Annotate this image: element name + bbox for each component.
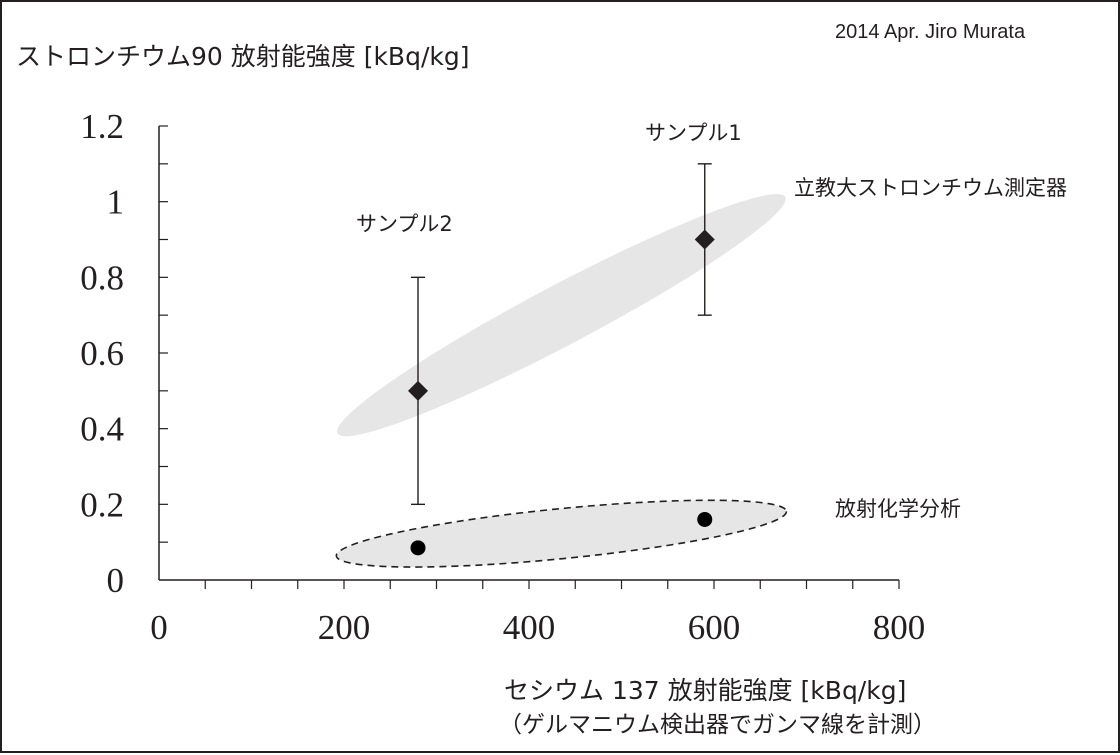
annotation-sample-1: サンプル1 [645,121,742,145]
diamond-point [694,229,715,250]
group-ellipses [335,194,788,568]
credit-label: 2014 Apr. Jiro Murata [835,21,1026,43]
y-tick-label: 1 [107,183,125,222]
annotation-sample-2: サンプル2 [356,212,453,236]
circle-point [697,511,713,527]
x-tick-label: 800 [873,608,926,647]
x-tick-label: 400 [503,608,556,647]
y-tick-label: 0.2 [80,485,124,524]
data-points [408,229,715,556]
x-axis-label: セシウム 137 放射能強度 [kBq/kg] [504,676,906,705]
x-axis-sublabel: （ゲルマニウム検出器でガンマ線を計測） [499,712,936,738]
series-label-1: 放射化学分析 [835,497,961,521]
y-tick-label: 0 [107,561,125,600]
x-tick-label: 200 [318,608,371,647]
y-tick-label: 0.4 [80,410,124,449]
y-tick-label: 0.6 [80,334,124,373]
series-label-0: 立教大ストロンチウム測定器 [794,176,1067,200]
series-ellipse-0 [337,194,786,437]
y-axis-label: ストロンチウム90 放射能強度 [kBq/kg] [16,42,469,71]
circle-point [410,540,426,556]
series-ellipse-1 [335,499,788,568]
y-tick-label: 1.2 [80,107,124,146]
x-tick-label: 600 [688,608,741,647]
tick-labels: 0 200 400 600 800 0 0.2 0.4 0.6 0.8 1 1.2 [80,107,925,647]
diamond-point [408,380,428,401]
axes [158,125,900,589]
y-tick-label: 0.8 [80,258,124,297]
x-tick-label: 0 [150,608,168,647]
